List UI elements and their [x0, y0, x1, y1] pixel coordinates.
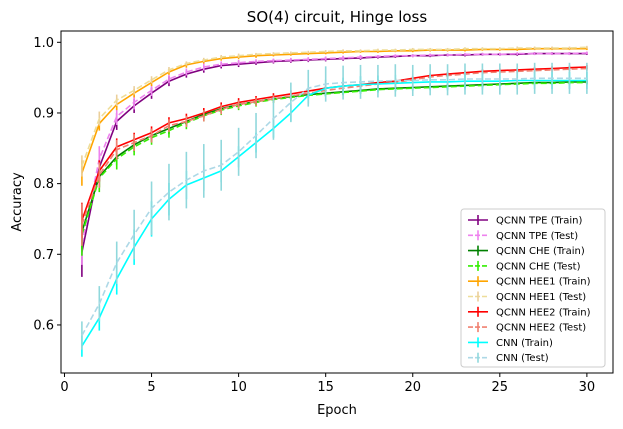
series-line	[81, 77, 587, 336]
legend-item: CNN (Train)	[468, 337, 553, 349]
legend-item: QCNN CHE (Train)	[468, 245, 585, 257]
x-tick-label: 10	[230, 380, 247, 395]
y-tick-label: 0.8	[33, 177, 54, 192]
legend-label: QCNN HEE1 (Train)	[496, 277, 591, 288]
x-tick-label: 5	[147, 380, 155, 395]
legend-box	[460, 208, 606, 368]
legend-label: QCNN CHE (Test)	[496, 261, 581, 272]
plot-area	[81, 45, 588, 357]
legend-item: QCNN CHE (Test)	[468, 260, 581, 272]
legend-item: QCNN TPE (Train)	[468, 215, 583, 227]
series-line	[81, 52, 587, 244]
series-line	[81, 47, 587, 174]
x-tick-label: 25	[492, 380, 509, 395]
x-tick-label: 15	[317, 380, 334, 395]
x-axis-ticks: 0 5 10 15 20 25 30	[60, 373, 595, 395]
legend-item: QCNN HEE1 (Train)	[468, 276, 591, 288]
x-tick-label: 30	[579, 380, 596, 395]
legend-item: QCNN HEE2 (Test)	[468, 322, 586, 334]
y-axis-ticks: 0.6 0.7 0.8 0.9 1.0	[33, 36, 61, 333]
series-line	[81, 79, 587, 347]
x-tick-label: 0	[60, 380, 68, 395]
y-tick-label: 0.7	[33, 248, 54, 263]
series-line	[81, 67, 587, 225]
series-qcnn-tpe-test	[81, 51, 588, 265]
series-qcnn-hee1-train	[81, 47, 588, 186]
legend-label: CNN (Train)	[496, 338, 553, 349]
series-cnn-test	[81, 62, 588, 350]
y-tick-label: 0.6	[33, 318, 54, 333]
legend-item: QCNN HEE1 (Test)	[468, 291, 586, 303]
legend-label: QCNN TPE (Test)	[496, 231, 578, 242]
legend-label: QCNN CHE (Train)	[496, 246, 585, 257]
legend-label: QCNN HEE1 (Test)	[496, 292, 586, 303]
legend-item: QCNN HEE2 (Train)	[468, 306, 591, 318]
series-line	[81, 46, 587, 167]
series-qcnn-hee1-test	[81, 45, 588, 177]
legend-label: QCNN TPE (Train)	[496, 216, 583, 227]
legend-label: CNN (Test)	[496, 353, 549, 364]
plot-frame	[60, 30, 614, 374]
y-tick-label: 0.9	[33, 106, 54, 121]
legend-item: QCNN TPE (Test)	[468, 230, 578, 242]
series-line	[81, 81, 587, 235]
chart-title: SO(4) circuit, Hinge loss	[247, 8, 428, 26]
legend-label: QCNN HEE2 (Test)	[496, 323, 586, 334]
x-axis-label: Epoch	[317, 403, 357, 418]
legend: QCNN TPE (Train) QCNN TPE (Test) QCNN CHE …	[460, 208, 606, 368]
y-axis-label: Accuracy	[10, 172, 25, 232]
legend-item: CNN (Test)	[468, 352, 549, 364]
x-tick-label: 20	[404, 380, 421, 395]
y-tick-label: 1.0	[33, 36, 54, 51]
legend-label: QCNN HEE2 (Train)	[496, 307, 591, 318]
